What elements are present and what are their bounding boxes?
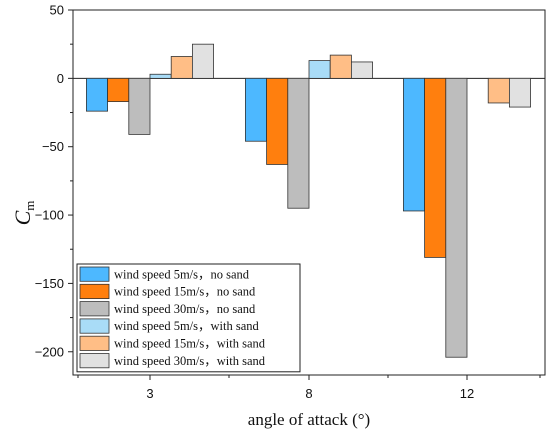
y-axis-title-main: C <box>10 210 35 225</box>
bar <box>487 77 510 104</box>
legend-swatch <box>79 266 110 282</box>
bar <box>424 77 447 258</box>
legend-swatch <box>79 283 110 299</box>
bar <box>308 60 331 79</box>
bar <box>107 77 130 102</box>
legend-swatch <box>79 353 110 369</box>
bar <box>508 77 531 108</box>
legend-label: wind speed 5m/s，no sand <box>114 267 250 281</box>
bar <box>445 77 468 358</box>
bar <box>266 77 289 165</box>
legend-swatch <box>79 301 110 317</box>
legend-label: wind speed 15m/s，no sand <box>114 285 256 299</box>
y-tick-label: −200 <box>35 344 64 359</box>
y-tick-label: 50 <box>50 3 64 18</box>
legend-swatch <box>79 318 110 334</box>
x-tick-label: 12 <box>460 386 474 401</box>
legend: wind speed 5m/s，no sand wind speed 15m/s，… <box>76 263 301 373</box>
legend-box <box>76 263 301 373</box>
y-axis-title: Cm <box>10 201 37 226</box>
bar <box>128 77 151 135</box>
y-tick-label: −50 <box>42 139 64 154</box>
legend-label: wind speed 15m/s，with sand <box>114 337 266 351</box>
bar <box>350 61 373 79</box>
y-tick-label: 0 <box>57 71 64 86</box>
bar <box>287 77 310 209</box>
bar <box>244 77 267 142</box>
x-axis-title: angle of attack (°) <box>248 410 370 429</box>
x-tick-label: 8 <box>305 386 312 401</box>
bar <box>170 56 193 79</box>
legend-label: wind speed 30m/s，with sand <box>114 354 266 368</box>
bar <box>86 77 109 112</box>
bar <box>149 73 172 79</box>
legend-label: wind speed 5m/s，with sand <box>114 319 260 333</box>
bar <box>329 54 352 79</box>
bar <box>191 43 214 79</box>
y-tick-label: −150 <box>35 276 64 291</box>
x-tick-label: 3 <box>146 386 153 401</box>
plot-area: 50 0 −50 −100 −150 −200 3 8 12 <box>35 3 546 401</box>
legend-label: wind speed 30m/s，no sand <box>114 302 256 316</box>
bar <box>402 77 425 212</box>
y-axis-title-subscript: m <box>22 201 37 211</box>
legend-swatch <box>79 335 110 351</box>
y-tick-label: −100 <box>35 208 64 223</box>
